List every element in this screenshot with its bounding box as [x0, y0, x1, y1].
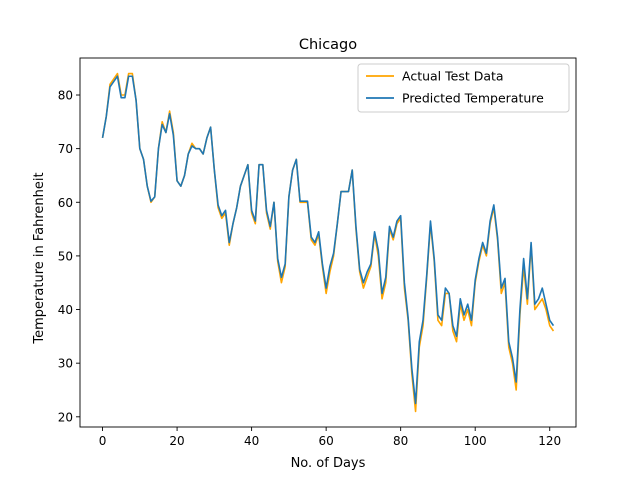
x-tick-label: 120 [538, 434, 561, 448]
chart-title: Chicago [299, 37, 357, 53]
x-tick-label: 80 [393, 434, 408, 448]
x-tick-label: 20 [169, 434, 184, 448]
y-tick-label: 50 [58, 249, 73, 263]
y-tick-label: 20 [58, 410, 73, 424]
legend-box [357, 63, 570, 113]
x-tick-label: 0 [99, 434, 107, 448]
y-tick-label: 60 [58, 196, 73, 210]
y-tick-label: 40 [58, 303, 73, 317]
y-tick-label: 80 [58, 89, 73, 103]
axes-frame [79, 57, 577, 428]
series-line-2 [101, 75, 555, 405]
legend-label: Predicted Temperature [402, 91, 544, 106]
y-tick-label: 70 [58, 142, 73, 156]
legend: Actual Test Data Predicted Temperature [357, 63, 570, 113]
x-tick-label: 100 [464, 434, 487, 448]
x-axis-label: No. of Days [291, 456, 366, 471]
x-tick-label: 40 [244, 434, 259, 448]
y-tick-label: 30 [58, 357, 73, 371]
x-tick-label: 60 [318, 434, 333, 448]
legend-label: Actual Test Data [402, 69, 504, 84]
plot-area: 0 20 40 60 80 100 120 20 30 40 50 60 70 80 [58, 57, 577, 448]
y-axis-label: Temperature in Fahrenheit [32, 172, 47, 344]
